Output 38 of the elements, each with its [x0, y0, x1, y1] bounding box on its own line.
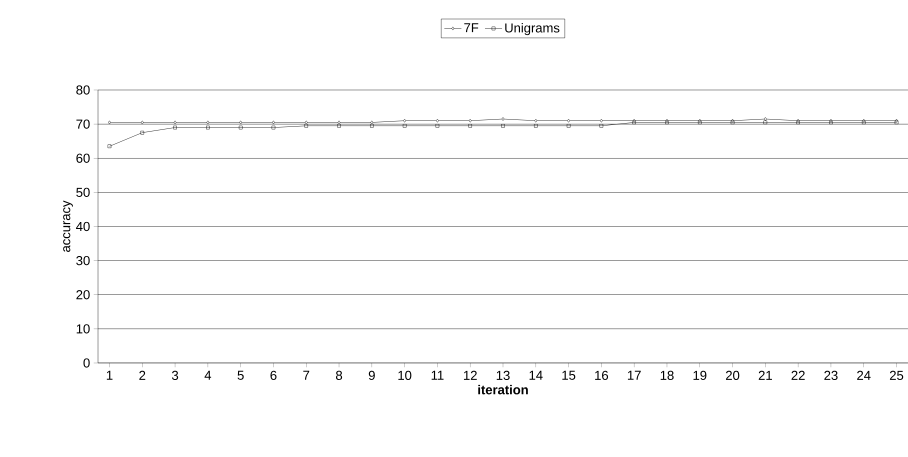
x-tick-label: 10: [398, 370, 412, 380]
x-tick-label: 9: [368, 370, 375, 380]
y-tick-label: 30: [76, 256, 90, 266]
x-tick-label: 4: [204, 370, 212, 380]
x-tick-label: 1: [106, 370, 112, 380]
x-tick-label: 7: [303, 370, 310, 380]
y-tick-label: 20: [76, 290, 90, 300]
x-tick-label: 18: [660, 370, 674, 380]
x-tick-label: 16: [595, 370, 608, 380]
y-tick-label: 10: [76, 324, 90, 334]
x-tick-label: 24: [857, 370, 871, 380]
x-tick-label: 22: [792, 370, 805, 380]
x-tick-label: 11: [432, 370, 444, 380]
y-tick-label: 60: [76, 154, 90, 163]
x-tick-label: 19: [694, 370, 706, 380]
x-tick-label: 12: [464, 370, 477, 380]
x-tick-label: 5: [238, 370, 244, 380]
x-axis-title: iteration: [478, 384, 528, 394]
x-tick-label: 3: [172, 370, 178, 380]
x-tick-label: 17: [628, 370, 641, 380]
y-tick-label: 40: [76, 222, 90, 232]
y-tick-label: 50: [76, 188, 90, 197]
x-tick-label: 14: [530, 370, 543, 380]
x-tick-label: 21: [758, 370, 772, 380]
x-tick-label: 20: [726, 370, 740, 380]
x-tick-label: 13: [496, 370, 510, 380]
x-tick-label: 6: [270, 370, 277, 380]
legend-label: Unigrams: [505, 22, 560, 36]
x-tick-label: 25: [890, 370, 904, 380]
x-tick-label: 8: [336, 370, 342, 380]
x-tick-label: 15: [562, 370, 576, 380]
legend-label: 7F: [464, 23, 478, 32]
x-tick-label: 2: [139, 370, 146, 380]
y-tick-label: 80: [76, 85, 90, 95]
y-tick-label: 0: [83, 358, 90, 368]
y-axis-title: accuracy: [63, 200, 73, 252]
y-tick-label: 70: [76, 120, 90, 129]
x-tick-label: 23: [824, 370, 838, 380]
